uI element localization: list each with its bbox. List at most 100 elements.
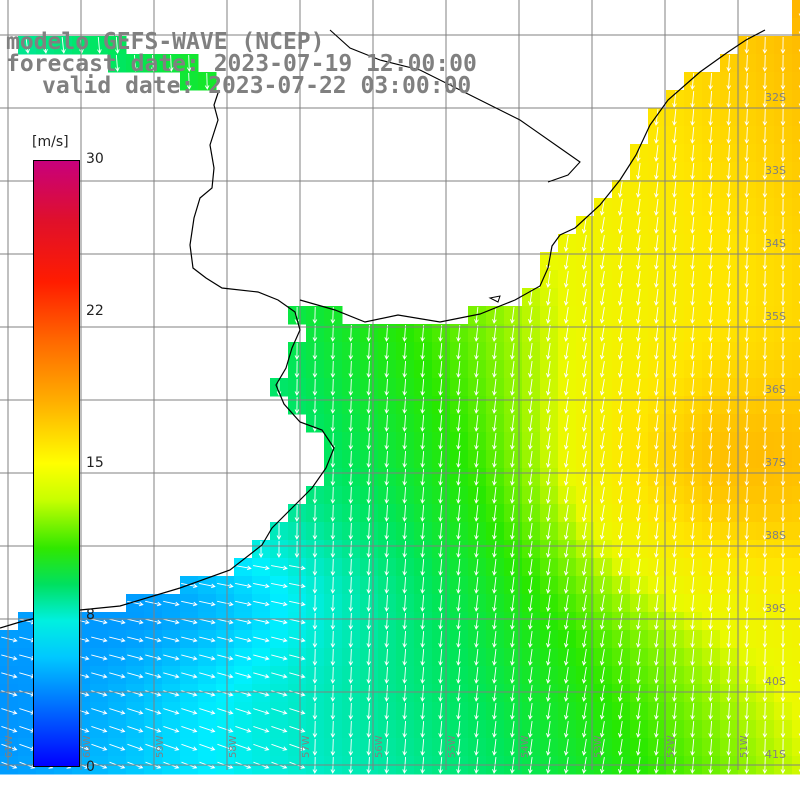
wind-arrow	[726, 612, 732, 630]
wind-arrow	[654, 487, 659, 504]
valid-date: valid date: 2023-07-22 03:00:00	[42, 73, 472, 99]
wind-arrow	[636, 307, 641, 324]
wind-arrow	[492, 469, 497, 486]
wind-arrow	[474, 414, 479, 432]
wind-arrow	[708, 450, 713, 468]
wind-arrow	[366, 612, 372, 630]
wind-arrow	[510, 577, 515, 594]
wind-arrow	[289, 636, 306, 643]
wind-arrow	[289, 743, 306, 751]
wind-arrow	[384, 522, 390, 540]
wind-arrow	[780, 738, 786, 756]
wind-arrow	[599, 379, 605, 396]
wind-arrow	[199, 743, 216, 751]
wind-arrow	[217, 582, 234, 589]
wind-cell	[792, 468, 800, 487]
wind-arrow	[726, 216, 732, 234]
wind-arrow	[617, 451, 623, 468]
wind-arrow	[708, 702, 713, 720]
wind-arrow	[312, 540, 318, 558]
wind-arrow	[235, 672, 252, 679]
wind-arrow	[456, 432, 461, 450]
wind-arrow	[420, 486, 425, 504]
wind-arrow	[420, 414, 425, 432]
wind-arrow	[672, 162, 677, 180]
wind-arrow	[654, 613, 659, 630]
wind-arrow	[115, 54, 120, 72]
lon-label: 55W	[447, 735, 458, 758]
wind-arrow	[546, 577, 551, 594]
wind-arrow	[690, 180, 695, 198]
wind-arrow	[366, 684, 372, 702]
wind-arrow	[581, 541, 587, 558]
model-title: modelo GEFS-WAVE (NCEP)	[6, 29, 325, 55]
wind-arrow	[636, 667, 641, 684]
wind-arrow	[636, 487, 641, 504]
wind-arrow	[744, 720, 750, 738]
wind-arrow	[708, 630, 713, 648]
wind-arrow	[402, 414, 407, 432]
wind-arrow	[474, 594, 479, 612]
wind-arrow	[366, 324, 372, 342]
wind-arrow	[492, 667, 497, 684]
wind-arrow	[420, 720, 425, 738]
wind-arrow	[636, 289, 641, 306]
wind-arrow	[289, 618, 306, 625]
wind-arrow	[762, 306, 768, 324]
wind-arrow	[617, 541, 623, 558]
wind-arrow	[762, 648, 768, 666]
wind-arrow	[199, 636, 216, 643]
wind-arrow	[690, 90, 695, 108]
wind-arrow	[384, 558, 390, 576]
wind-arrow	[744, 342, 750, 360]
wind-arrow	[217, 618, 234, 625]
wind-arrow	[654, 559, 659, 576]
wind-arrow	[348, 702, 354, 720]
wind-arrow	[181, 600, 198, 607]
wind-arrow	[581, 487, 587, 504]
wind-arrow	[672, 360, 677, 378]
lon-label: 56W	[374, 735, 385, 758]
wind-arrow	[330, 324, 336, 342]
wind-arrow	[402, 432, 407, 450]
wind-arrow	[510, 739, 515, 756]
wind-arrow	[708, 738, 713, 756]
wind-arrow	[384, 486, 390, 504]
wind-arrow	[1, 636, 18, 643]
wind-arrow	[672, 342, 677, 360]
wind-arrow	[528, 739, 533, 756]
wind-arrow	[690, 486, 695, 504]
latitude-labels: 32S 33S 34S 35S 36S 37S 38S 39S 40S 41S	[765, 91, 786, 761]
wind-arrow	[690, 342, 695, 360]
wind-arrow	[708, 144, 713, 162]
wind-arrow	[672, 594, 677, 612]
wind-arrow	[762, 504, 768, 522]
wind-arrow	[636, 163, 641, 180]
wind-arrow	[330, 702, 336, 720]
wind-arrow	[1, 726, 18, 733]
wind-arrow	[235, 708, 252, 715]
wind-arrow	[581, 325, 587, 342]
wind-arrow	[163, 726, 180, 733]
wind-arrow	[253, 600, 270, 607]
wind-arrow	[366, 468, 372, 486]
wind-arrow	[599, 577, 605, 594]
wind-arrow	[474, 666, 479, 684]
wind-arrow	[127, 690, 144, 697]
wind-arrow	[581, 433, 587, 450]
wind-arrow	[654, 307, 659, 324]
colorbar-gradient	[33, 160, 80, 767]
wind-arrow	[289, 690, 306, 697]
wind-arrow	[492, 523, 497, 540]
wind-arrow	[636, 217, 641, 234]
wind-arrow	[402, 342, 407, 360]
wind-arrow	[762, 666, 768, 684]
wind-arrow	[348, 486, 354, 504]
wind-cell	[792, 234, 800, 253]
wind-arrow	[474, 342, 479, 360]
wind-arrow	[780, 486, 786, 504]
wind-arrow	[402, 666, 407, 684]
wind-arrow	[330, 684, 336, 702]
wind-arrow	[474, 360, 479, 378]
wind-arrow	[617, 181, 623, 198]
